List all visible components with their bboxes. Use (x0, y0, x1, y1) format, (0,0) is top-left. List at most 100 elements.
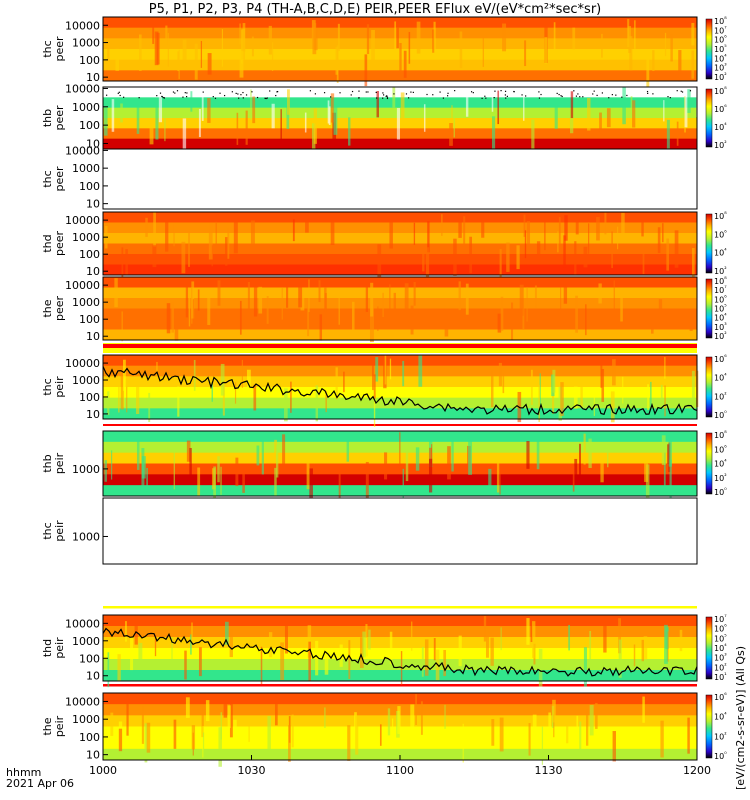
panel-label: thepeir (41, 715, 66, 737)
spectrogram-streak (194, 43, 198, 80)
spectrogram-streak (123, 359, 126, 391)
panel-thc-peer: 10 100 1000 10000 thcpeer 10²10³10⁴10⁵10⁶10⁷1… (41, 16, 727, 91)
noise-dot (172, 91, 175, 93)
spectrogram-streak (500, 296, 504, 331)
noise-dot (202, 91, 204, 93)
noise-dot (426, 93, 428, 96)
spectrogram-streak (634, 20, 636, 49)
spectrogram-streak (522, 304, 525, 330)
spectrogram-streak (384, 452, 388, 480)
spectrogram-streak (146, 722, 151, 753)
colorbar-tick-label: 10⁶ (714, 624, 727, 634)
spectrogram-band (103, 329, 697, 341)
spectrogram-streak (396, 27, 399, 49)
colorbar-tick-label: 10² (714, 72, 727, 82)
spectrogram-streak (595, 702, 598, 729)
spectrogram-streak (599, 112, 602, 132)
spectrogram-streak (488, 468, 492, 493)
spectrogram-streak (603, 615, 607, 653)
spectrogram-streak (689, 311, 693, 331)
colorbar-tick-label: 10² (714, 331, 727, 341)
y-tick-label: 100 (79, 731, 100, 744)
panel-thc-peer-2: 10 100 1000 10000 thcpeer (41, 144, 698, 211)
spectrogram-streak (268, 25, 272, 55)
separator-strip (103, 424, 697, 426)
noise-dot (266, 97, 268, 99)
spectrogram-band (103, 138, 697, 150)
spectrogram-streak (338, 292, 340, 325)
spectrogram-band (103, 212, 697, 223)
colorbar-tick-label: 10⁴ (714, 313, 727, 323)
y-tick-label: 100 (79, 248, 100, 261)
spectrogram-streak (392, 87, 396, 108)
spectrogram-streak (327, 100, 330, 124)
spectrogram-streak (312, 23, 317, 55)
spectrogram-streak (239, 300, 242, 335)
noise-dot (407, 97, 410, 99)
spectrogram-streak (211, 381, 214, 402)
noise-dot (176, 90, 179, 92)
colorbar-tick-label: 10⁶ (714, 692, 727, 702)
spectrogram-streak (506, 242, 510, 272)
panel-the-peer: 10 100 1000 10000 thepeer 10²10³10⁴10⁵10⁶10⁷1… (41, 276, 727, 343)
spectrogram-streak (572, 27, 576, 50)
spectrogram-streak (579, 721, 582, 757)
spectrogram-streak (664, 385, 666, 417)
spectrogram-streak (465, 96, 469, 117)
noise-dot (265, 97, 267, 100)
spectrogram-streak (389, 631, 393, 665)
spectrogram-streak (451, 105, 453, 124)
spectrogram-streak (468, 438, 473, 475)
spectrogram-streak (510, 302, 514, 340)
spectrogram-streak (538, 648, 543, 687)
noise-dot (493, 96, 495, 99)
spectrogram-band (103, 264, 697, 276)
noise-dot (669, 97, 671, 99)
colorbar-tick-label: 10⁷ (714, 285, 727, 295)
spectrogram-streak (585, 304, 587, 336)
noise-dot (504, 94, 506, 96)
spectrogram-streak (663, 452, 666, 489)
spectrogram-streak (641, 214, 644, 237)
noise-dot (494, 90, 496, 92)
panel-label: thdpeir (41, 637, 66, 659)
spectrogram-streak (410, 704, 415, 744)
noise-dot (275, 94, 277, 97)
noise-dot (481, 97, 483, 99)
spectrogram-streak (589, 630, 592, 664)
spectrogram-streak (352, 301, 355, 338)
spectrogram-streak (491, 87, 494, 112)
spectrogram-streak (213, 466, 216, 498)
spectrogram-streak (618, 639, 622, 678)
noise-dot (470, 91, 473, 93)
spectrogram-streak (670, 33, 673, 62)
spectrogram-streak (642, 696, 645, 723)
y-tick-label: 10000 (65, 279, 100, 292)
spectrogram-streak (408, 31, 411, 64)
colorbar-tick-label: 10² (714, 391, 727, 401)
y-tick-label: 10 (86, 198, 100, 211)
spectrogram-streak (544, 220, 546, 251)
noise-dot (506, 95, 508, 97)
spectrogram-streak (335, 47, 339, 75)
y-tick-label: 10000 (65, 357, 100, 370)
spectrogram-streak (307, 298, 310, 337)
spectrogram-streak (451, 437, 454, 472)
spectrogram-streak (444, 704, 446, 729)
spectrogram-streak (225, 621, 229, 645)
spectrogram-streak (197, 467, 201, 497)
noise-dot (235, 92, 237, 95)
spectrogram-streak (396, 107, 401, 140)
spectrogram-streak (400, 92, 405, 121)
spectrogram-streak (405, 446, 409, 482)
spectrogram-streak (526, 286, 528, 322)
spectrogram-streak (319, 314, 323, 341)
spectrogram-streak (574, 458, 578, 480)
colorbar-tick-label: 10² (714, 140, 727, 150)
spectrogram-streak (483, 616, 487, 642)
noise-dot (592, 93, 594, 95)
y-tick-label: 10 (86, 137, 100, 150)
spectrogram-streak (539, 373, 541, 411)
noise-dot (264, 97, 266, 99)
colorbar-tick-label: 10⁶ (714, 294, 727, 304)
